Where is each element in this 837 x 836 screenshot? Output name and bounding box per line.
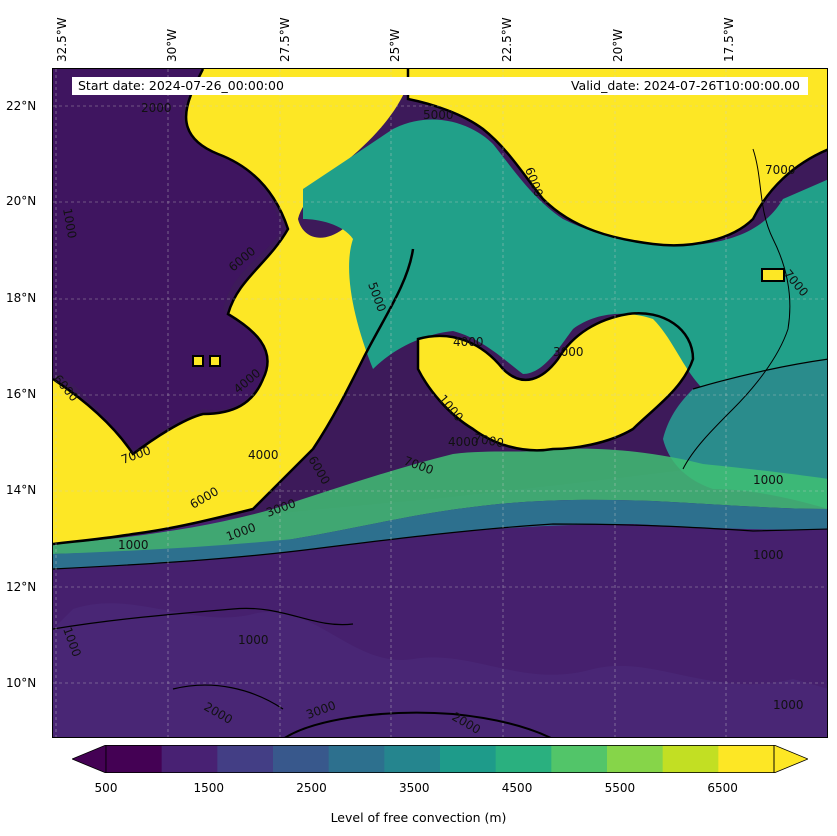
lat-label-16n: 16°N bbox=[6, 387, 37, 401]
colorbar-tick-label: 1500 bbox=[193, 781, 225, 795]
field-green-band bbox=[53, 448, 827, 554]
colorbar-extend-max bbox=[773, 745, 808, 773]
lon-label-20w: 20°W bbox=[611, 28, 625, 62]
field-south-patches bbox=[53, 603, 827, 737]
colorbar-segment bbox=[273, 745, 330, 773]
valid-date-text: Valid_date: 2024-07-26T10:00:00.00 bbox=[570, 78, 800, 93]
contour-label: 1000 bbox=[60, 207, 79, 240]
contour-label: 1000 bbox=[753, 473, 784, 487]
start-date-text: Start date: 2024-07-26_00:00:00 bbox=[78, 78, 284, 93]
contour-label: 4000 bbox=[448, 435, 479, 449]
colorbar-segment bbox=[718, 745, 775, 773]
contour-line-7 bbox=[172, 684, 284, 710]
contour-line-6 bbox=[53, 607, 354, 630]
contour-label: 5000 bbox=[423, 108, 454, 122]
coastline bbox=[682, 148, 791, 470]
colorbar-tick-label: 6500 bbox=[707, 781, 738, 795]
field-yellow-central bbox=[418, 313, 693, 451]
colorbar-tick-label: 500 bbox=[94, 781, 118, 795]
contour-label: 4000 bbox=[453, 335, 484, 349]
field-blue-transition bbox=[53, 499, 827, 569]
contour-label: 3000 bbox=[553, 345, 584, 359]
colorbar bbox=[72, 745, 808, 773]
lat-label-20n: 20°N bbox=[6, 194, 37, 208]
colorbar-segment bbox=[106, 745, 163, 773]
contour-line-5 bbox=[53, 523, 827, 570]
contour-label: 1000 bbox=[753, 548, 784, 562]
contour-line-2 bbox=[406, 69, 827, 247]
contour-line-1 bbox=[53, 69, 290, 456]
contour-label: 7000 bbox=[765, 163, 796, 177]
contour-label: 2000 bbox=[141, 101, 172, 115]
colorbar-tick-label: 4500 bbox=[501, 781, 533, 795]
lon-label-30w: 30°W bbox=[165, 28, 179, 62]
graticule bbox=[53, 69, 827, 737]
lon-label-32-5w: 32.5°W bbox=[55, 17, 69, 62]
contour-label: 1000 bbox=[773, 698, 804, 712]
colorbar-tick-label: 5500 bbox=[604, 781, 636, 795]
lat-label-12n: 12°N bbox=[6, 580, 37, 594]
colorbar-frame bbox=[105, 745, 775, 773]
colorbar-segment bbox=[495, 745, 552, 773]
colorbar-tick-label: 2500 bbox=[296, 781, 327, 795]
contour-line-8 bbox=[284, 711, 552, 737]
field-yellow-blob-1 bbox=[761, 268, 785, 282]
map-plot-area: 2000 5000 6000 7000 1000 7000 6000 5000 4000 3000… bbox=[52, 68, 828, 738]
colorbar-label: Level of free convection (m) bbox=[330, 810, 507, 825]
field-yellow-main bbox=[53, 69, 413, 544]
contour-label: 4000 bbox=[248, 448, 279, 462]
contour-label: 1000 bbox=[238, 633, 269, 647]
colorbar-segment bbox=[161, 745, 218, 773]
map-contour-field: 2000 500060007000100070006000500040003000… bbox=[53, 69, 827, 737]
field-northwest-purple bbox=[53, 69, 283, 449]
lat-label-18n: 18°N bbox=[6, 291, 37, 305]
lat-label-10n: 10°N bbox=[6, 676, 37, 690]
colorbar-segment bbox=[607, 745, 664, 773]
date-banner: Start date: 2024-07-26_00:00:00 Valid_da… bbox=[72, 77, 808, 95]
lat-label-14n: 14°N bbox=[6, 483, 37, 497]
colorbar-segment bbox=[440, 745, 497, 773]
colorbar-segment bbox=[551, 745, 608, 773]
contour-label: 1000 bbox=[118, 538, 149, 552]
field-yellow-northeast bbox=[408, 69, 827, 246]
contour-line-4 bbox=[416, 311, 695, 452]
lon-label-17-5w: 17.5°W bbox=[722, 17, 736, 62]
colorbar-tick-label: 3500 bbox=[399, 781, 430, 795]
contour-line-3 bbox=[53, 248, 415, 546]
colorbar-extend-min bbox=[72, 745, 107, 773]
lon-label-25w: 25°W bbox=[388, 28, 402, 62]
lon-label-22-5w: 22.5°W bbox=[500, 17, 514, 62]
colorbar-segment bbox=[384, 745, 441, 773]
field-yellow-blob-2 bbox=[192, 355, 204, 367]
contour-label: 7000 bbox=[472, 431, 505, 450]
field-yellow-blob-3 bbox=[209, 355, 221, 367]
colorbar-segment bbox=[217, 745, 274, 773]
field-teal-north bbox=[303, 119, 827, 389]
colorbar-segment bbox=[662, 745, 719, 773]
lat-label-22n: 22°N bbox=[6, 99, 37, 113]
colorbar-segment bbox=[328, 745, 385, 773]
lon-label-27-5w: 27.5°W bbox=[278, 17, 292, 62]
